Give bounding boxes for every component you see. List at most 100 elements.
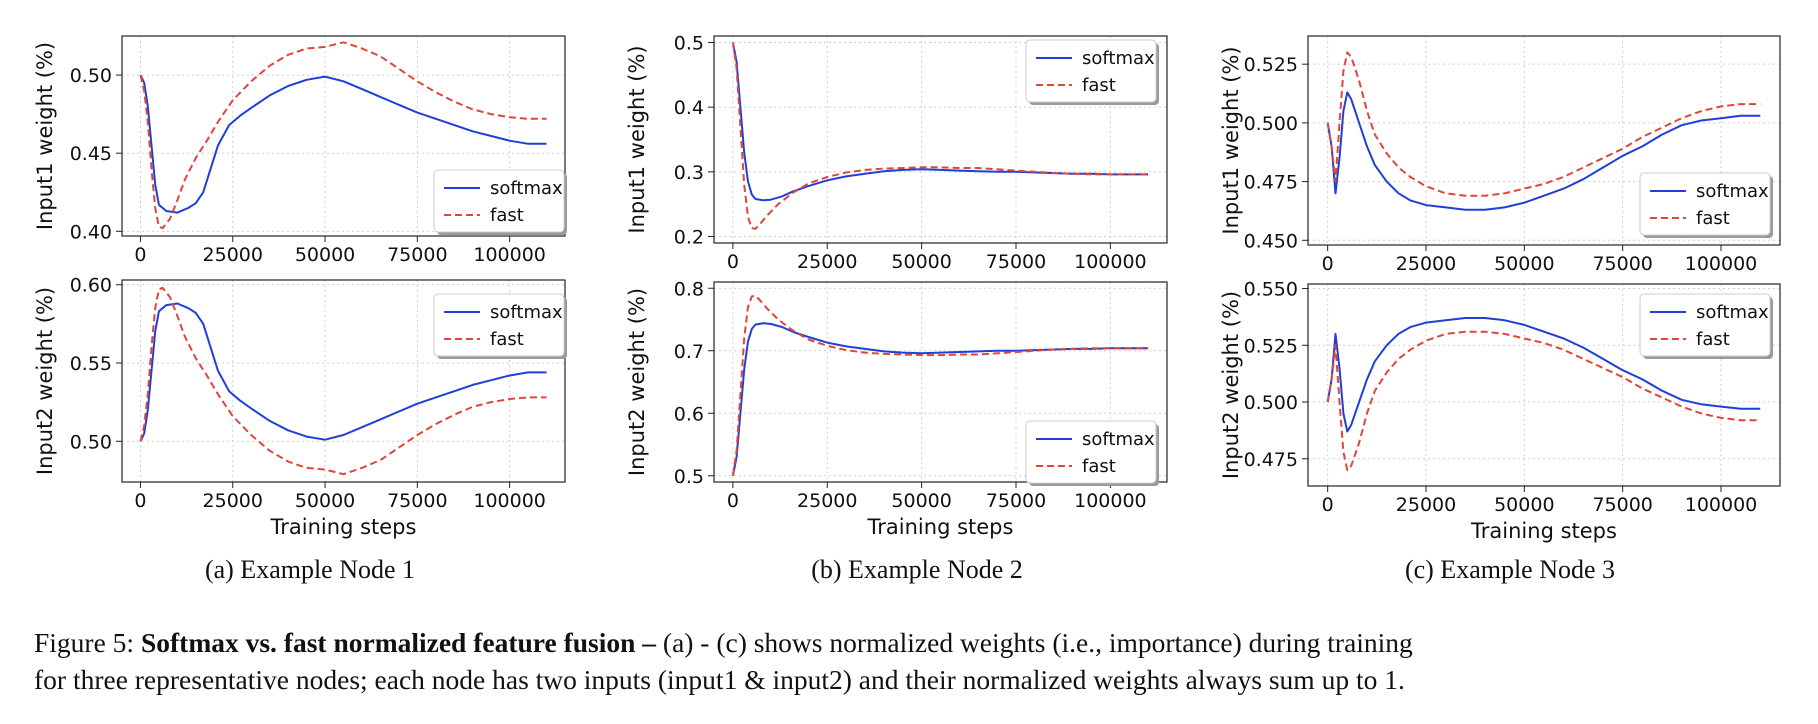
legend-box — [433, 169, 565, 233]
y-axis-label: Input2 weight (%) — [625, 288, 649, 476]
y-tick-label: 0.40 — [70, 221, 112, 243]
x-tick-label: 0 — [1322, 253, 1334, 275]
y-tick-label: 0.500 — [1244, 392, 1298, 414]
plot-frame — [121, 279, 566, 483]
series-line-fast — [1326, 330, 1761, 472]
x-tick-label: 0 — [134, 244, 146, 266]
legend-label-softmax: softmax — [1696, 181, 1769, 202]
series-line-softmax — [139, 74, 547, 214]
x-tick-label: 100000 — [1685, 494, 1758, 516]
x-tick-label: 75000 — [986, 251, 1046, 273]
plot-frame — [121, 35, 566, 237]
y-tick-label: 0.4 — [674, 97, 704, 119]
y-tick-label: 0.50 — [70, 65, 112, 87]
x-tick-label: 75000 — [1592, 494, 1652, 516]
y-tick-label: 0.525 — [1244, 335, 1298, 357]
x-tick-label: 50000 — [295, 244, 355, 266]
y-tick-label: 0.525 — [1244, 54, 1298, 76]
caption-line-2: for three representative nodes; each nod… — [34, 664, 1405, 695]
y-tick-label: 0.475 — [1244, 172, 1298, 194]
x-tick-label: 100000 — [473, 490, 546, 512]
legend-box — [1025, 420, 1157, 484]
legend-label-softmax: softmax — [490, 178, 563, 199]
y-tick-label: 0.3 — [674, 162, 704, 184]
y-axis-label: Input1 weight (%) — [625, 45, 649, 233]
x-tick-label: 25000 — [203, 490, 263, 512]
y-tick-label: 0.45 — [70, 143, 112, 165]
x-axis-label: Training steps — [867, 515, 1014, 539]
y-axis-label: Input1 weight (%) — [1219, 46, 1243, 234]
legend-box — [1639, 172, 1771, 236]
x-tick-label: 50000 — [295, 490, 355, 512]
x-tick-label: 0 — [727, 251, 739, 273]
legend-label-softmax: softmax — [1696, 302, 1769, 323]
caption-rest: (a) - (c) shows normalized weights (i.e.… — [656, 627, 1413, 658]
series-line-softmax — [139, 302, 547, 442]
x-tick-label: 0 — [727, 490, 739, 512]
y-tick-label: 0.55 — [70, 353, 112, 375]
legend-label-softmax: softmax — [1082, 429, 1155, 450]
caption-bold: Softmax vs. fast normalized feature fusi… — [140, 627, 657, 658]
x-axis-label: Training steps — [270, 515, 417, 539]
y-tick-label: 0.5 — [674, 466, 704, 488]
plot-frame — [713, 35, 1168, 244]
figure-caption: Figure 5: Softmax vs. fast normalized fe… — [34, 624, 1794, 698]
y-tick-label: 0.50 — [70, 431, 112, 453]
y-tick-label: 0.6 — [674, 403, 704, 425]
y-tick-label: 0.60 — [70, 275, 112, 297]
y-tick-label: 0.7 — [674, 341, 704, 363]
series-line-fast — [731, 294, 1149, 476]
x-tick-label: 50000 — [891, 490, 951, 512]
y-tick-label: 0.8 — [674, 278, 704, 300]
x-tick-label: 100000 — [1074, 251, 1147, 273]
legend-label-fast: fast — [1082, 75, 1116, 96]
x-tick-label: 0 — [134, 490, 146, 512]
y-tick-label: 0.450 — [1244, 230, 1298, 252]
series-line-softmax — [1326, 91, 1761, 211]
subcaption-b: (b) Example Node 2 — [811, 555, 1023, 584]
x-tick-label: 50000 — [1494, 494, 1554, 516]
x-tick-label: 25000 — [203, 244, 263, 266]
series-line-fast — [731, 42, 1149, 230]
caption-prefix: Figure 5: — [34, 627, 141, 658]
series-line-softmax — [1326, 317, 1761, 433]
plot-frame — [713, 281, 1168, 483]
legend-label-fast: fast — [490, 329, 524, 350]
x-tick-label: 25000 — [1396, 494, 1456, 516]
plot-frame — [1307, 35, 1781, 246]
legend-label-fast: fast — [1696, 329, 1730, 350]
x-tick-label: 50000 — [891, 251, 951, 273]
x-tick-label: 50000 — [1494, 253, 1554, 275]
y-tick-label: 0.2 — [674, 227, 704, 249]
x-axis-label: Training steps — [1470, 519, 1617, 543]
plot-frame — [1307, 283, 1781, 487]
y-tick-label: 0.550 — [1244, 279, 1298, 301]
y-tick-label: 0.5 — [674, 32, 704, 54]
x-tick-label: 75000 — [1592, 253, 1652, 275]
legend-label-fast: fast — [490, 205, 524, 226]
legend-box — [1025, 39, 1157, 103]
y-axis-label: Input2 weight (%) — [1219, 291, 1243, 479]
series-line-softmax — [731, 322, 1149, 476]
series-line-fast — [1326, 51, 1761, 197]
x-tick-label: 100000 — [1685, 253, 1758, 275]
y-axis-label: Input1 weight (%) — [33, 42, 57, 230]
series-line-fast — [139, 41, 547, 230]
x-tick-label: 75000 — [986, 490, 1046, 512]
series-line-fast — [139, 286, 547, 476]
x-tick-label: 100000 — [473, 244, 546, 266]
y-tick-label: 0.475 — [1244, 449, 1298, 471]
legend-label-softmax: softmax — [1082, 48, 1155, 69]
legend-box — [1639, 293, 1771, 357]
legend-label-fast: fast — [1082, 456, 1116, 477]
caption-line-1: Figure 5: Softmax vs. fast normalized fe… — [34, 624, 1794, 661]
y-axis-label: Input2 weight (%) — [33, 287, 57, 475]
subcaption-c: (c) Example Node 3 — [1405, 555, 1615, 584]
x-tick-label: 25000 — [797, 251, 857, 273]
legend-label-fast: fast — [1696, 208, 1730, 229]
x-tick-label: 100000 — [1074, 490, 1147, 512]
x-tick-label: 25000 — [797, 490, 857, 512]
x-tick-label: 0 — [1322, 494, 1334, 516]
x-tick-label: 25000 — [1396, 253, 1456, 275]
